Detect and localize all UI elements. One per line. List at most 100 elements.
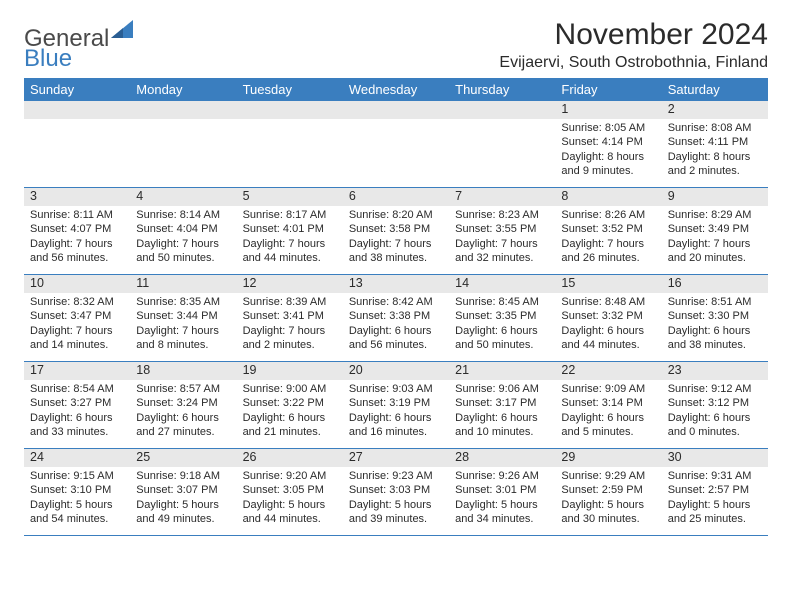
week-row: 24Sunrise: 9:15 AMSunset: 3:10 PMDayligh…	[24, 449, 768, 536]
day-number: 11	[130, 275, 236, 293]
sunset-text: Sunset: 3:49 PM	[668, 222, 762, 236]
sunset-text: Sunset: 4:07 PM	[30, 222, 124, 236]
sunrise-text: Sunrise: 8:45 AM	[455, 295, 549, 309]
daylight-text: Daylight: 5 hours and 44 minutes.	[243, 498, 337, 527]
day-body: Sunrise: 9:23 AMSunset: 3:03 PMDaylight:…	[343, 467, 449, 530]
sunrise-text: Sunrise: 9:03 AM	[349, 382, 443, 396]
sunset-text: Sunset: 3:41 PM	[243, 309, 337, 323]
day-body: Sunrise: 8:23 AMSunset: 3:55 PMDaylight:…	[449, 206, 555, 269]
sunrise-text: Sunrise: 8:35 AM	[136, 295, 230, 309]
sunrise-text: Sunrise: 8:23 AM	[455, 208, 549, 222]
day-cell: 11Sunrise: 8:35 AMSunset: 3:44 PMDayligh…	[130, 275, 236, 361]
day-cell: 9Sunrise: 8:29 AMSunset: 3:49 PMDaylight…	[662, 188, 768, 274]
day-body: Sunrise: 9:29 AMSunset: 2:59 PMDaylight:…	[555, 467, 661, 530]
day-number: 16	[662, 275, 768, 293]
day-number: 27	[343, 449, 449, 467]
dow-header: Sunday Monday Tuesday Wednesday Thursday…	[24, 78, 768, 101]
sunrise-text: Sunrise: 9:23 AM	[349, 469, 443, 483]
day-body: Sunrise: 8:11 AMSunset: 4:07 PMDaylight:…	[24, 206, 130, 269]
day-cell: 10Sunrise: 8:32 AMSunset: 3:47 PMDayligh…	[24, 275, 130, 361]
sunset-text: Sunset: 3:35 PM	[455, 309, 549, 323]
daylight-text: Daylight: 6 hours and 56 minutes.	[349, 324, 443, 353]
sunrise-text: Sunrise: 9:26 AM	[455, 469, 549, 483]
sunrise-text: Sunrise: 9:06 AM	[455, 382, 549, 396]
daylight-text: Daylight: 7 hours and 56 minutes.	[30, 237, 124, 266]
sunrise-text: Sunrise: 8:42 AM	[349, 295, 443, 309]
day-body: Sunrise: 9:12 AMSunset: 3:12 PMDaylight:…	[662, 380, 768, 443]
sunrise-text: Sunrise: 8:32 AM	[30, 295, 124, 309]
daylight-text: Daylight: 5 hours and 34 minutes.	[455, 498, 549, 527]
day-cell: 24Sunrise: 9:15 AMSunset: 3:10 PMDayligh…	[24, 449, 130, 535]
day-cell: 7Sunrise: 8:23 AMSunset: 3:55 PMDaylight…	[449, 188, 555, 274]
sunset-text: Sunset: 2:57 PM	[668, 483, 762, 497]
sunrise-text: Sunrise: 8:08 AM	[668, 121, 762, 135]
sunset-text: Sunset: 3:58 PM	[349, 222, 443, 236]
sunset-text: Sunset: 3:55 PM	[455, 222, 549, 236]
sunrise-text: Sunrise: 8:17 AM	[243, 208, 337, 222]
day-number: 17	[24, 362, 130, 380]
sunrise-text: Sunrise: 9:15 AM	[30, 469, 124, 483]
day-cell: 20Sunrise: 9:03 AMSunset: 3:19 PMDayligh…	[343, 362, 449, 448]
sunrise-text: Sunrise: 9:29 AM	[561, 469, 655, 483]
day-cell: 14Sunrise: 8:45 AMSunset: 3:35 PMDayligh…	[449, 275, 555, 361]
sunrise-text: Sunrise: 9:09 AM	[561, 382, 655, 396]
day-body: Sunrise: 8:42 AMSunset: 3:38 PMDaylight:…	[343, 293, 449, 356]
daylight-text: Daylight: 6 hours and 5 minutes.	[561, 411, 655, 440]
daylight-text: Daylight: 6 hours and 50 minutes.	[455, 324, 549, 353]
location: Evijaervi, South Ostrobothnia, Finland	[499, 54, 768, 72]
day-cell: 23Sunrise: 9:12 AMSunset: 3:12 PMDayligh…	[662, 362, 768, 448]
dow-wed: Wednesday	[343, 78, 449, 101]
week-row: 10Sunrise: 8:32 AMSunset: 3:47 PMDayligh…	[24, 275, 768, 362]
day-cell: 30Sunrise: 9:31 AMSunset: 2:57 PMDayligh…	[662, 449, 768, 535]
day-cell: 29Sunrise: 9:29 AMSunset: 2:59 PMDayligh…	[555, 449, 661, 535]
day-cell: 18Sunrise: 8:57 AMSunset: 3:24 PMDayligh…	[130, 362, 236, 448]
sunset-text: Sunset: 3:19 PM	[349, 396, 443, 410]
sunrise-text: Sunrise: 8:57 AM	[136, 382, 230, 396]
daylight-text: Daylight: 6 hours and 44 minutes.	[561, 324, 655, 353]
day-number: 18	[130, 362, 236, 380]
daylight-text: Daylight: 6 hours and 27 minutes.	[136, 411, 230, 440]
dow-sat: Saturday	[662, 78, 768, 101]
daylight-text: Daylight: 5 hours and 49 minutes.	[136, 498, 230, 527]
day-body: Sunrise: 9:06 AMSunset: 3:17 PMDaylight:…	[449, 380, 555, 443]
week-row: 17Sunrise: 8:54 AMSunset: 3:27 PMDayligh…	[24, 362, 768, 449]
daylight-text: Daylight: 6 hours and 0 minutes.	[668, 411, 762, 440]
dow-sun: Sunday	[24, 78, 130, 101]
day-body: Sunrise: 8:54 AMSunset: 3:27 PMDaylight:…	[24, 380, 130, 443]
day-body: Sunrise: 8:29 AMSunset: 3:49 PMDaylight:…	[662, 206, 768, 269]
day-body: Sunrise: 8:08 AMSunset: 4:11 PMDaylight:…	[662, 119, 768, 182]
sunrise-text: Sunrise: 8:54 AM	[30, 382, 124, 396]
day-number: 26	[237, 449, 343, 467]
daylight-text: Daylight: 6 hours and 38 minutes.	[668, 324, 762, 353]
day-body: Sunrise: 9:00 AMSunset: 3:22 PMDaylight:…	[237, 380, 343, 443]
sunset-text: Sunset: 3:07 PM	[136, 483, 230, 497]
weeks-container: 1Sunrise: 8:05 AMSunset: 4:14 PMDaylight…	[24, 101, 768, 536]
day-body: Sunrise: 8:17 AMSunset: 4:01 PMDaylight:…	[237, 206, 343, 269]
day-number: 1	[555, 101, 661, 119]
brand-logo: General Blue	[24, 18, 135, 71]
day-number	[24, 101, 130, 119]
day-cell	[237, 101, 343, 187]
sunset-text: Sunset: 3:03 PM	[349, 483, 443, 497]
daylight-text: Daylight: 6 hours and 16 minutes.	[349, 411, 443, 440]
dow-thu: Thursday	[449, 78, 555, 101]
sunset-text: Sunset: 3:27 PM	[30, 396, 124, 410]
day-body: Sunrise: 9:26 AMSunset: 3:01 PMDaylight:…	[449, 467, 555, 530]
day-cell: 19Sunrise: 9:00 AMSunset: 3:22 PMDayligh…	[237, 362, 343, 448]
day-cell	[449, 101, 555, 187]
day-cell: 5Sunrise: 8:17 AMSunset: 4:01 PMDaylight…	[237, 188, 343, 274]
daylight-text: Daylight: 7 hours and 38 minutes.	[349, 237, 443, 266]
sunset-text: Sunset: 3:30 PM	[668, 309, 762, 323]
day-number: 6	[343, 188, 449, 206]
daylight-text: Daylight: 7 hours and 44 minutes.	[243, 237, 337, 266]
sunrise-text: Sunrise: 8:26 AM	[561, 208, 655, 222]
day-cell	[24, 101, 130, 187]
sunrise-text: Sunrise: 8:05 AM	[561, 121, 655, 135]
day-body: Sunrise: 8:35 AMSunset: 3:44 PMDaylight:…	[130, 293, 236, 356]
day-cell: 21Sunrise: 9:06 AMSunset: 3:17 PMDayligh…	[449, 362, 555, 448]
day-number: 21	[449, 362, 555, 380]
sunset-text: Sunset: 4:04 PM	[136, 222, 230, 236]
sunrise-text: Sunrise: 9:00 AM	[243, 382, 337, 396]
sunset-text: Sunset: 3:01 PM	[455, 483, 549, 497]
week-row: 3Sunrise: 8:11 AMSunset: 4:07 PMDaylight…	[24, 188, 768, 275]
